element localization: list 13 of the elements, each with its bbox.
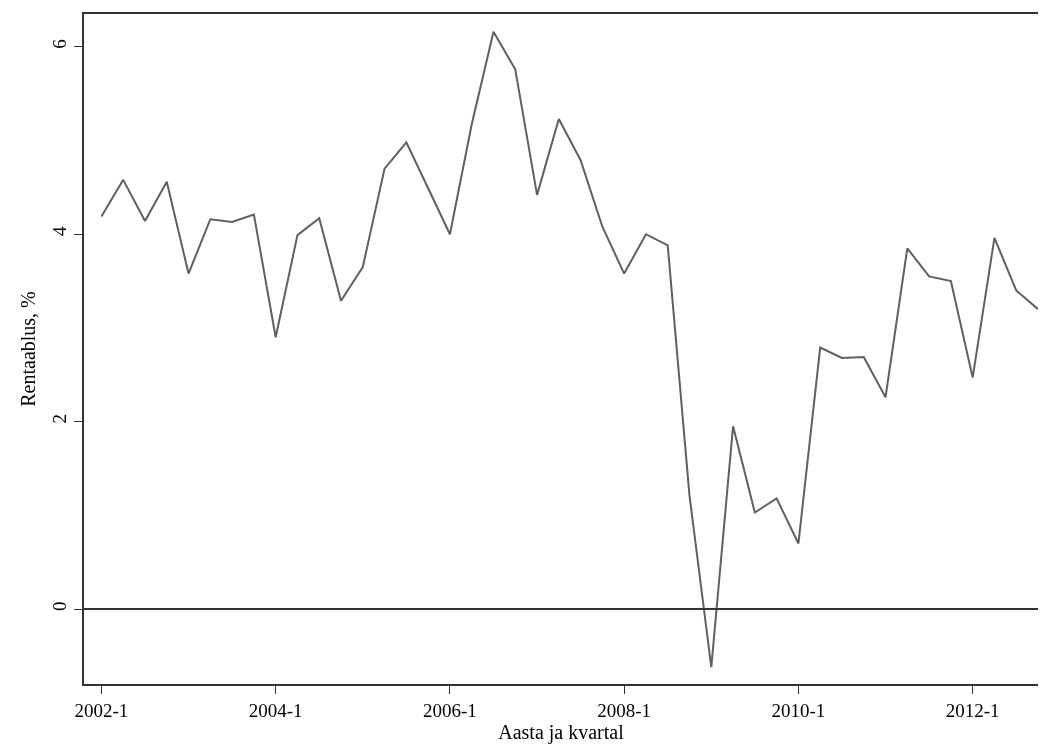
- y-tick-label: 2: [49, 414, 71, 424]
- x-tick-label: 2012-1: [945, 699, 1000, 721]
- x-tick-label: 2008-1: [597, 699, 652, 721]
- x-tick-label: 2004-1: [248, 699, 303, 721]
- x-tick-label: 2010-1: [771, 699, 826, 721]
- x-axis-title: Aasta ja kvartal: [498, 720, 625, 744]
- y-tick-label: 0: [49, 601, 71, 611]
- x-tick-label: 2006-1: [423, 699, 477, 721]
- y-tick-label: 4: [49, 226, 71, 237]
- y-axis-title: Rentaablus, %: [17, 291, 40, 407]
- x-tick-label: 2002-1: [74, 699, 129, 721]
- line-series: [100, 30, 1038, 669]
- y-tick-label: 6: [49, 39, 71, 49]
